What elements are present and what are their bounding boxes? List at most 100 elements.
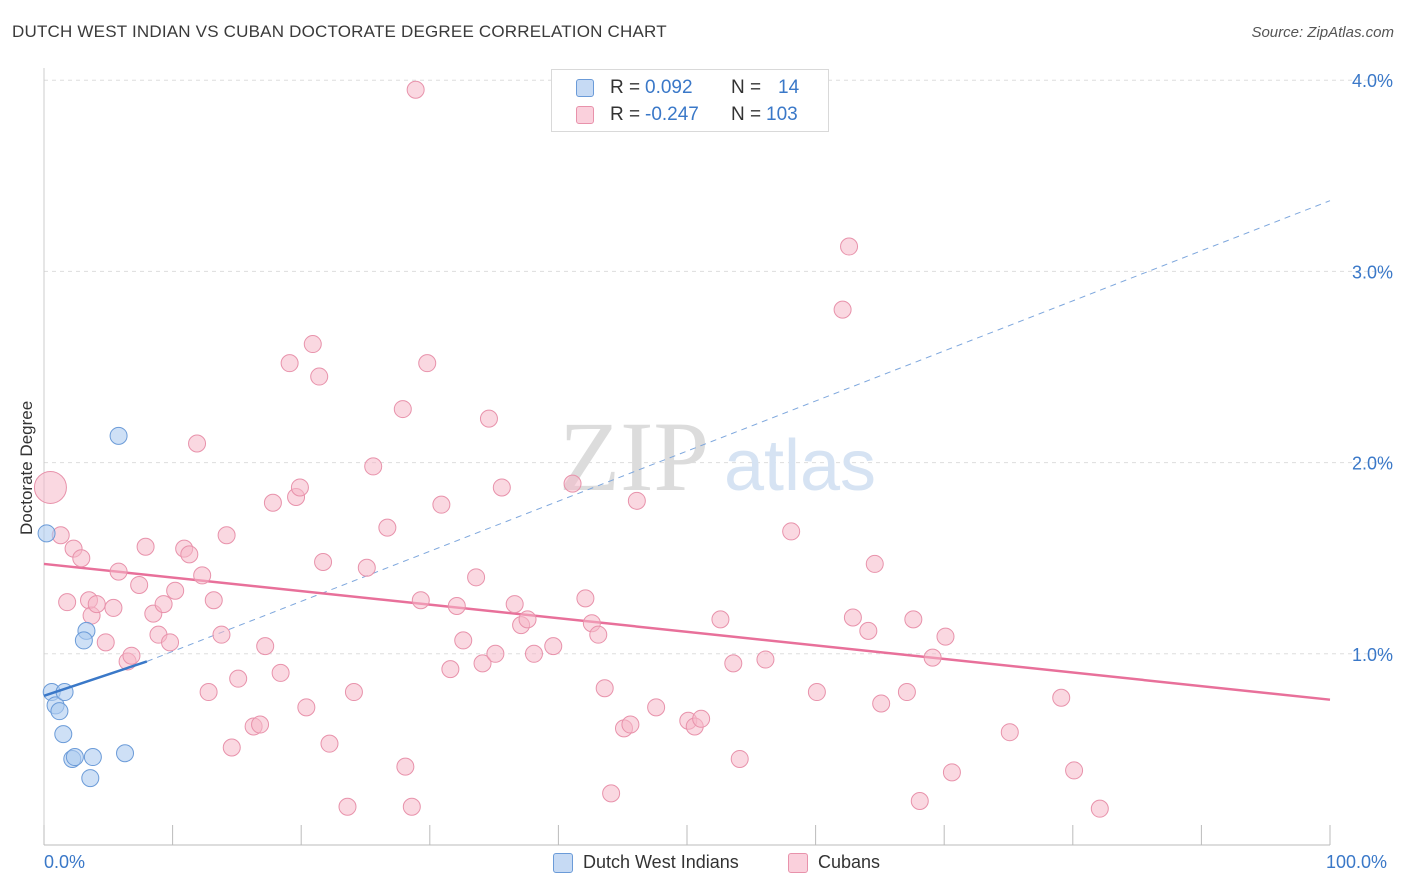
cubans-point <box>122 646 141 665</box>
cubans-point <box>627 491 646 510</box>
cubans-point <box>897 683 916 702</box>
cubans-point <box>923 648 942 667</box>
cubans-point <box>432 495 451 514</box>
cubans-point <box>904 610 923 629</box>
cubans-point <box>730 749 749 768</box>
cubans-point <box>411 591 430 610</box>
cubans-point <box>310 367 329 386</box>
cubans-point <box>910 792 929 811</box>
cubans-point <box>271 663 290 682</box>
y-axis-label: Doctorate Degree <box>17 400 36 535</box>
cubans-point <box>338 797 357 816</box>
cubans-point <box>473 654 492 673</box>
legend-r-value: -0.247 <box>645 104 699 125</box>
cubans-point <box>454 631 473 650</box>
legend-n-label: N = <box>731 77 762 98</box>
data-points <box>33 80 1109 818</box>
cubans-point <box>782 522 801 541</box>
cubans-point <box>1052 688 1071 707</box>
cubans-point <box>303 335 322 354</box>
cubans-point <box>314 553 333 572</box>
cubans-point <box>843 608 862 627</box>
watermark-atlas: atlas <box>724 426 876 506</box>
cubans-point <box>204 591 223 610</box>
dutch-west-indians-point <box>65 748 84 767</box>
cubans-point <box>154 595 173 614</box>
cubans-point <box>859 621 878 640</box>
cubans-point <box>188 434 207 453</box>
cubans-point <box>104 598 123 617</box>
cubans-point <box>130 575 149 594</box>
cubans-point <box>280 354 299 373</box>
cubans-point <box>161 633 180 652</box>
legend-row-cubans: R = -0.247 N = 103 <box>552 102 828 128</box>
cubans-point <box>418 354 437 373</box>
cubans-point <box>33 470 67 504</box>
watermark: ZIP atlas <box>559 401 876 512</box>
cubans-point <box>1000 723 1019 742</box>
y-tick-label-0: 1.0% <box>1352 645 1393 665</box>
cubans-point <box>711 610 730 629</box>
cubans-point <box>217 526 236 545</box>
cubans-point <box>724 654 743 673</box>
cubans-point <box>595 679 614 698</box>
dutch-west-indians-point <box>81 769 100 788</box>
cubans-point <box>563 474 582 493</box>
cubans-point <box>72 549 91 568</box>
cubans-point <box>441 660 460 679</box>
cubans-point <box>222 738 241 757</box>
cubans-point <box>109 562 128 581</box>
cubans-point <box>518 610 537 629</box>
legend-n-value: 103 <box>766 104 798 125</box>
legend-row-dutch: R = 0.092 N = 14 <box>552 75 828 101</box>
dutch-west-indians-point <box>74 631 93 650</box>
cubans-point <box>1065 761 1084 780</box>
legend-swatch-dutch <box>576 79 594 97</box>
cubans-point <box>136 537 155 556</box>
cubans-point <box>936 627 955 646</box>
cubans-point <box>251 715 270 734</box>
dutch-west-indians-point <box>50 702 69 721</box>
cubans-point <box>256 637 275 656</box>
legend-n-value: 14 <box>778 77 800 98</box>
cubans-point <box>1090 799 1109 818</box>
cubans-point <box>505 595 524 614</box>
legend-n-label: N = <box>731 104 762 125</box>
cubans-point <box>229 669 248 688</box>
dutch-west-indians-point <box>109 426 128 445</box>
cubans-point <box>602 784 621 803</box>
cubans-point <box>942 763 961 782</box>
dutch-west-indians-point <box>37 524 56 543</box>
cubans-point <box>402 797 421 816</box>
dutch-west-indians-point <box>54 725 73 744</box>
cubans-point <box>479 409 498 428</box>
legend-r-label: R = <box>610 77 641 98</box>
y-tick-label-3: 4.0% <box>1352 71 1393 91</box>
chart-title: DUTCH WEST INDIAN VS CUBAN DOCTORATE DEG… <box>12 22 667 41</box>
dutch-west-indians-point <box>116 744 135 763</box>
cubans-point <box>756 650 775 669</box>
cubans-point <box>544 637 563 656</box>
legend-swatch-cubans <box>576 106 594 124</box>
cubans-point <box>87 595 106 614</box>
cubans-point <box>357 558 376 577</box>
cubans-point <box>199 683 218 702</box>
legend-r-value: 0.092 <box>645 77 693 98</box>
series-legend: Dutch West Indians Cubans <box>0 852 1406 878</box>
cubans-point <box>807 683 826 702</box>
cubans-point <box>692 709 711 728</box>
cubans-point <box>406 80 425 99</box>
cubans-point <box>212 625 231 644</box>
cubans-trend-line <box>43 562 1331 701</box>
cubans-point <box>840 237 859 256</box>
dutch-west-indians-point <box>83 748 102 767</box>
cubans-point <box>263 493 282 512</box>
cubans-point <box>180 545 199 564</box>
cubans-point <box>58 593 77 612</box>
correlation-legend: R = 0.092 N = 14 R = -0.247 N = 103 <box>551 69 829 132</box>
cubans-point <box>447 597 466 615</box>
legend-r-label: R = <box>610 104 641 125</box>
trend-lines <box>43 200 1331 701</box>
cubans-point <box>320 734 339 753</box>
cubans-point <box>492 478 511 497</box>
